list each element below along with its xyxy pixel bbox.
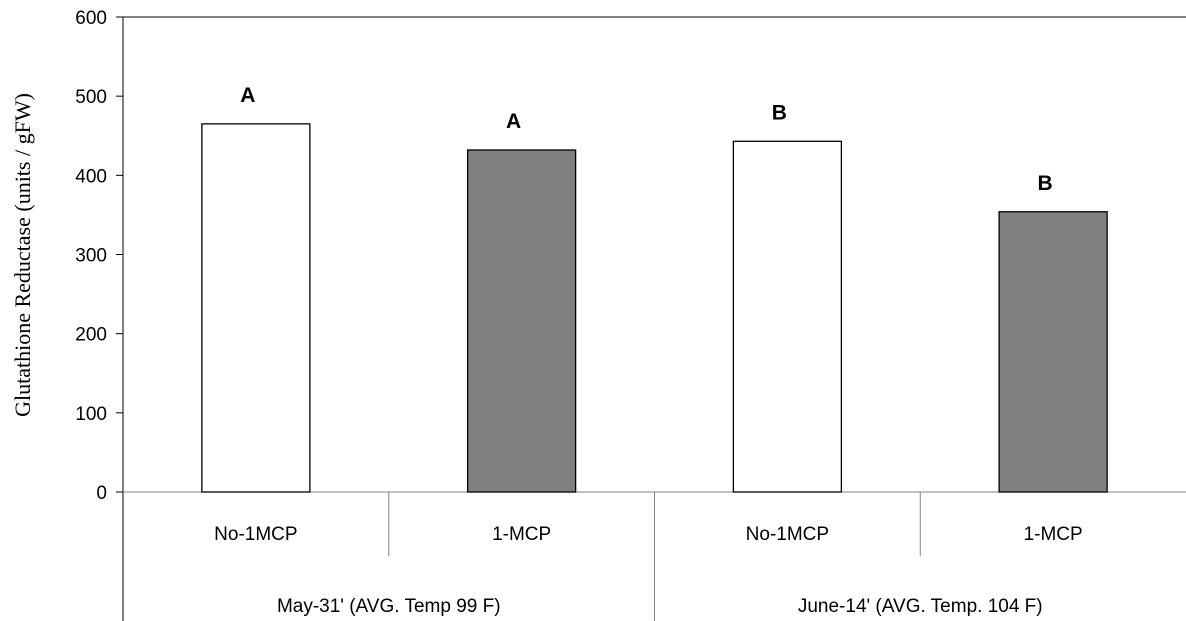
significance-label: A <box>506 110 521 133</box>
y-tick-label: 100 <box>75 404 107 425</box>
y-axis-title: Glutathione Reductase (units / gFW) <box>10 93 35 417</box>
significance-label: B <box>772 101 787 124</box>
group-label: June-14' (AVG. Temp. 104 F) <box>798 596 1043 617</box>
y-tick-label: 200 <box>75 325 107 346</box>
category-label: No-1MCP <box>214 524 297 545</box>
bar <box>466 149 577 493</box>
y-tick-label: 0 <box>96 483 107 504</box>
group-label: May-31' (AVG. Temp 99 F) <box>277 596 501 617</box>
y-tick-label: 500 <box>75 87 107 108</box>
significance-label: B <box>1038 172 1053 195</box>
bar <box>732 140 843 493</box>
y-tick-label: 300 <box>75 246 107 267</box>
significance-label: A <box>240 84 255 107</box>
category-label: 1-MCP <box>1024 524 1083 545</box>
bar <box>201 123 311 493</box>
category-label: 1-MCP <box>492 524 551 545</box>
bar <box>998 211 1108 493</box>
y-tick-label: 600 <box>75 8 107 29</box>
plot-area: 0 100 200 300 400 500 600 A No-1MCP A 1-MCP B No-1MC… <box>75 8 1186 621</box>
category-label: No-1MCP <box>746 524 829 545</box>
y-tick-label: 400 <box>75 166 107 187</box>
